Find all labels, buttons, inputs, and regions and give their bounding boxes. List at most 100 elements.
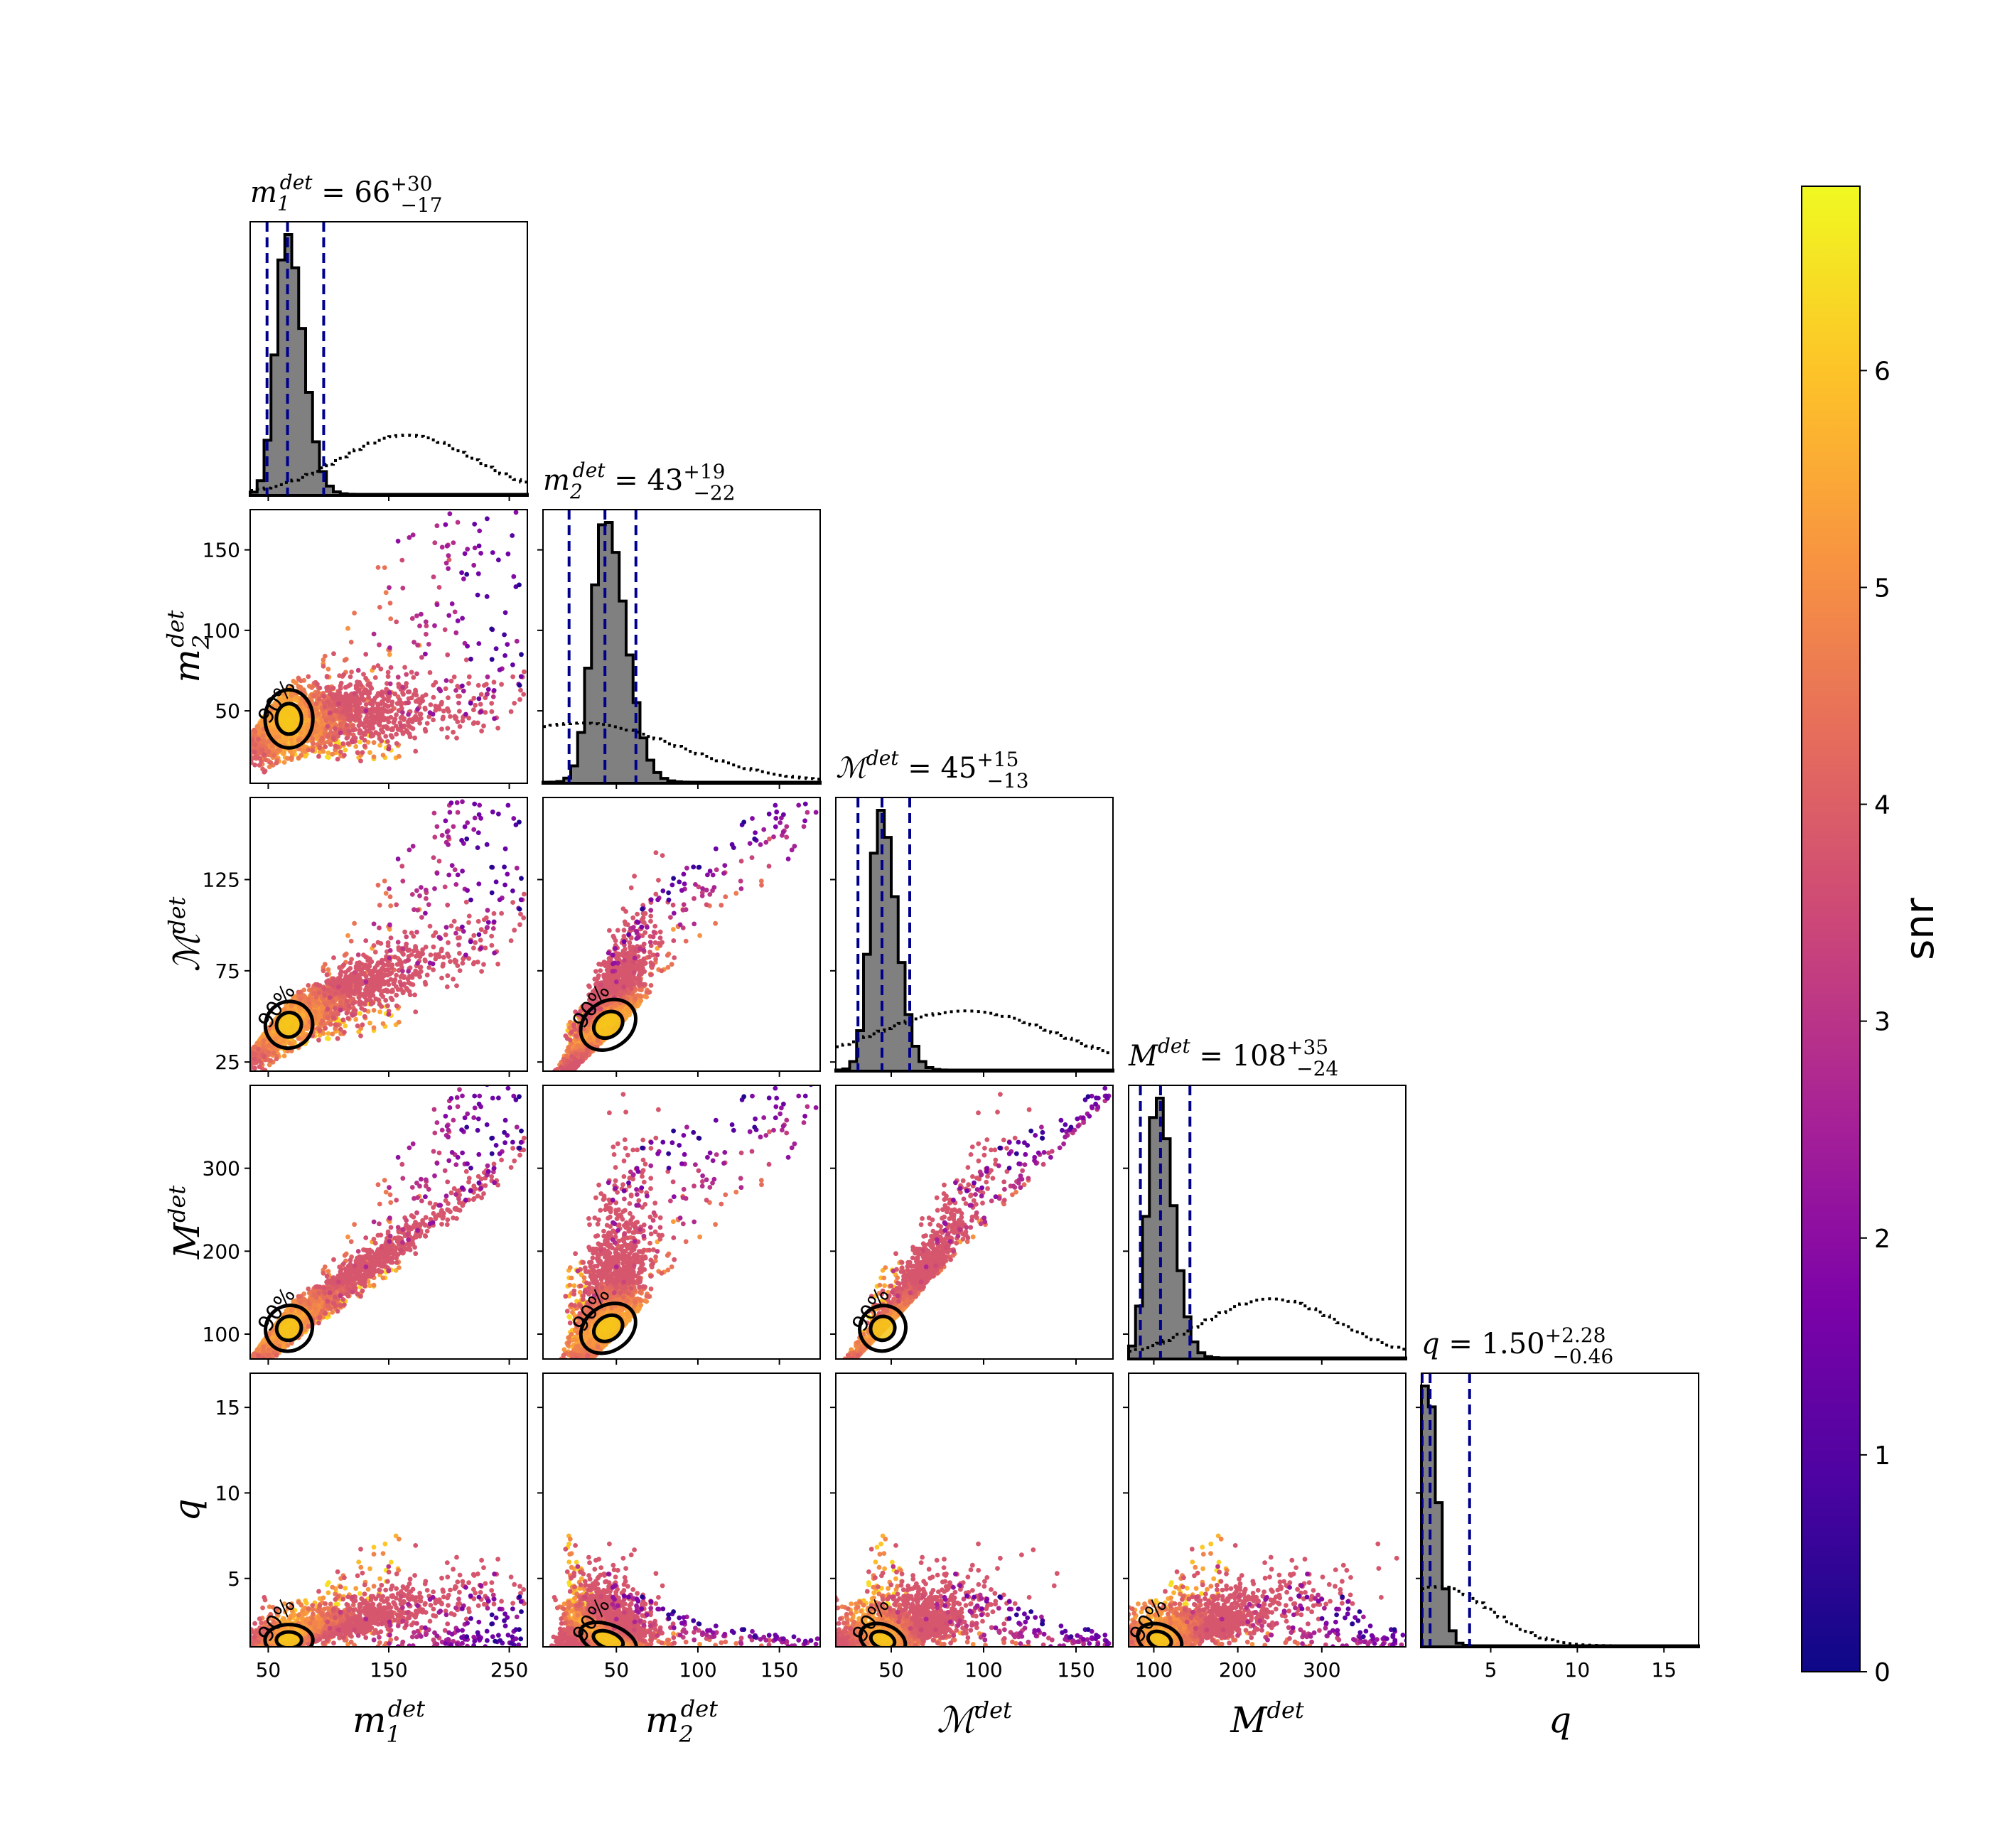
sample-point [386, 1011, 392, 1017]
sample-point [454, 983, 459, 989]
sample-point [296, 755, 301, 761]
sample-point [239, 764, 244, 769]
sample-point [461, 929, 466, 934]
sample-point [313, 729, 318, 735]
sample-point [432, 540, 438, 546]
sample-point [306, 996, 311, 1001]
sample-point [377, 743, 382, 748]
sample-point [432, 834, 438, 840]
sample-point [380, 966, 384, 971]
sample-point [471, 562, 477, 568]
sample-point [412, 992, 417, 998]
sample-point [335, 756, 340, 762]
posterior-histogram-m2 [542, 521, 822, 785]
sample-point [289, 737, 294, 742]
sample-point [274, 729, 279, 734]
sample-point [241, 1071, 246, 1076]
sample-point [216, 770, 221, 775]
panel-m2-vs-m2: m2det = 43+19 −22 [537, 458, 822, 789]
sample-point [379, 992, 384, 997]
sample-point [447, 810, 453, 815]
sample-point [262, 769, 267, 775]
sample-point [452, 867, 458, 873]
sample-point [287, 1041, 293, 1046]
sample-point [367, 992, 373, 998]
sample-point [219, 773, 224, 778]
sample-point [313, 707, 318, 712]
sample-point [391, 720, 397, 725]
sample-point [696, 691, 701, 696]
sample-point [448, 678, 454, 684]
sample-point [510, 900, 515, 905]
sample-point [350, 727, 356, 733]
sample-point [367, 1020, 372, 1026]
sample-point [303, 753, 308, 759]
sample-point [346, 717, 351, 722]
sample-point [409, 975, 415, 980]
sample-point [478, 692, 484, 697]
sample-point [252, 742, 258, 748]
sample-point [409, 670, 414, 675]
sample-point [338, 999, 343, 1005]
sample-point [561, 667, 566, 672]
sample-point [316, 753, 321, 759]
sample-point [514, 865, 520, 871]
sample-point [404, 672, 409, 677]
sample-point [348, 682, 353, 687]
sample-point [335, 734, 340, 739]
sample-point [372, 950, 378, 955]
sample-point [407, 992, 413, 997]
sample-point [375, 882, 381, 888]
sample-point [500, 466, 505, 471]
sample-point [463, 952, 468, 958]
sample-point [424, 972, 430, 978]
sample-point [245, 750, 250, 755]
sample-point [400, 946, 406, 952]
sample-point [324, 674, 330, 679]
sample-point [348, 674, 353, 679]
sample-point [355, 1024, 360, 1028]
sample-point [334, 696, 339, 702]
sample-point [479, 729, 484, 734]
sample-point [502, 632, 507, 638]
sample-point [343, 684, 348, 690]
sample-point [471, 945, 476, 951]
sample-point [348, 966, 353, 971]
sample-point [369, 686, 375, 691]
sample-point [456, 700, 461, 706]
sample-point [303, 1024, 308, 1030]
sample-point [445, 902, 451, 908]
sample-point [507, 463, 512, 468]
title-eq: = 43 [606, 464, 684, 497]
sample-point [316, 1000, 321, 1006]
sample-point [428, 952, 434, 957]
sample-point [316, 726, 321, 732]
sample-point [443, 925, 449, 930]
sample-point [296, 676, 301, 682]
sample-point [438, 688, 443, 694]
sample-point [375, 962, 380, 968]
sample-point [398, 723, 404, 729]
sample-point [375, 693, 380, 699]
sample-point [238, 746, 243, 751]
sample-point [268, 760, 274, 765]
sample-point [283, 697, 289, 702]
sample-point [507, 748, 512, 753]
sample-point [298, 730, 304, 736]
sample-point [460, 616, 465, 621]
sample-point [451, 540, 456, 545]
sample-point [225, 766, 230, 771]
sample-point [413, 954, 419, 959]
sample-point [385, 1003, 390, 1009]
sample-point [227, 763, 232, 768]
sample-point [260, 733, 266, 738]
sample-point [242, 746, 247, 751]
sample-point [521, 915, 527, 920]
sample-point [385, 940, 391, 945]
sample-point [490, 694, 496, 699]
sample-point [240, 751, 244, 756]
sample-point [464, 571, 470, 577]
sample-point [377, 981, 382, 986]
sample-point [350, 723, 356, 729]
